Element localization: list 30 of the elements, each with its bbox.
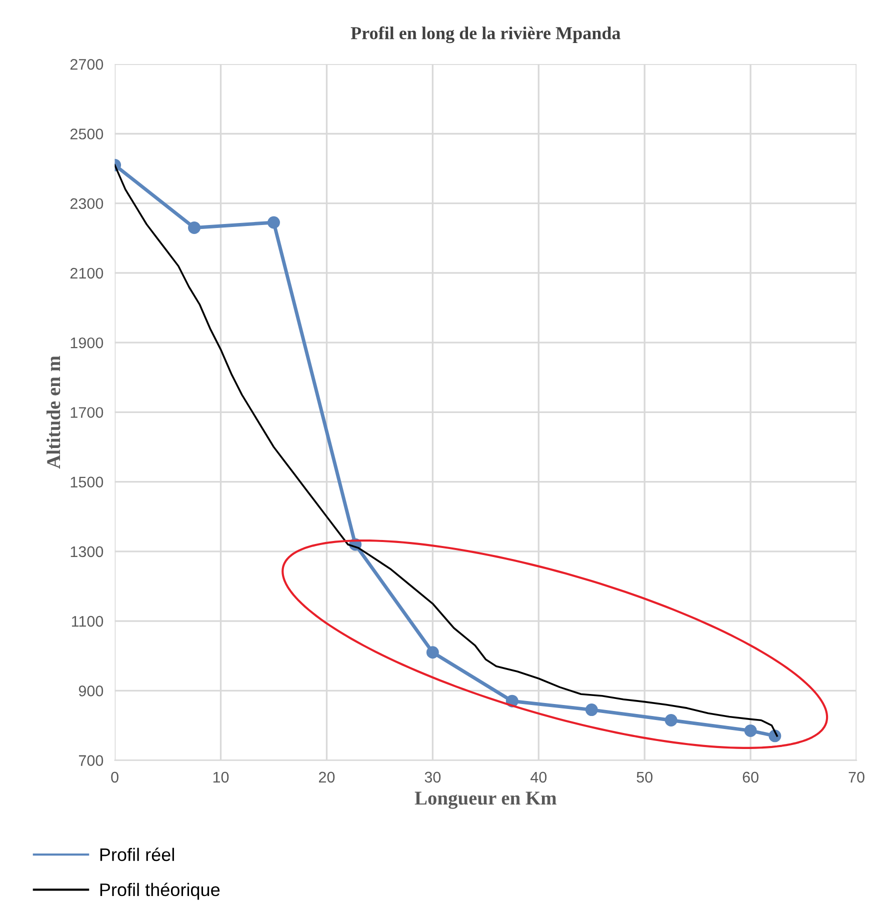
legend-label: Profil réel <box>100 848 174 862</box>
point <box>188 221 201 234</box>
point <box>267 216 280 229</box>
x-tick-label: 20 <box>318 772 335 783</box>
x-tick-label: 40 <box>530 772 547 783</box>
y-tick-label: 700 <box>78 755 104 766</box>
y-tick-label: 2500 <box>70 128 104 140</box>
y-tick-label: 2700 <box>70 58 104 70</box>
x-tick-label: 60 <box>742 772 758 783</box>
x-tick-label: 30 <box>424 772 441 783</box>
x-tick-label: 0 <box>111 772 118 783</box>
y-tick-label: 1500 <box>70 476 104 488</box>
y-tick-label: 1900 <box>70 337 104 348</box>
y-tick-label: 1300 <box>70 546 104 558</box>
x-axis-title: Longueur en Km <box>414 792 556 809</box>
y-tick-label: 2100 <box>70 268 104 279</box>
x-tick-label: 70 <box>848 772 864 783</box>
y-tick-label: 1700 <box>70 407 104 418</box>
chart-title: Profil en long de la rivière Mpanda <box>350 26 620 44</box>
y-tick-label: 900 <box>78 686 104 696</box>
point <box>664 714 678 726</box>
x-tick-label: 50 <box>636 772 652 783</box>
point <box>744 724 757 737</box>
point <box>426 646 439 659</box>
point <box>585 704 598 716</box>
y-tick-label: 1100 <box>72 616 104 627</box>
x-tick-label: 10 <box>213 772 229 783</box>
y-axis-title: Altitude en m <box>46 356 60 469</box>
y-tick-label: 2300 <box>70 198 104 210</box>
legend-label: Profil théorique <box>100 882 220 900</box>
